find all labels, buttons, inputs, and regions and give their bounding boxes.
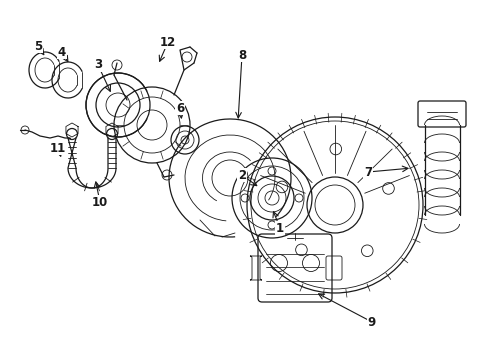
Text: 8: 8	[238, 49, 246, 62]
Text: 12: 12	[160, 36, 176, 49]
Text: 3: 3	[94, 58, 102, 72]
Text: 1: 1	[276, 221, 284, 234]
Text: 4: 4	[58, 45, 66, 59]
Text: 7: 7	[364, 166, 372, 179]
Text: 10: 10	[92, 195, 108, 208]
Text: 9: 9	[368, 315, 376, 328]
Text: 6: 6	[176, 102, 184, 114]
Text: 11: 11	[50, 141, 66, 154]
Text: 5: 5	[34, 40, 42, 53]
Text: 2: 2	[238, 168, 246, 181]
